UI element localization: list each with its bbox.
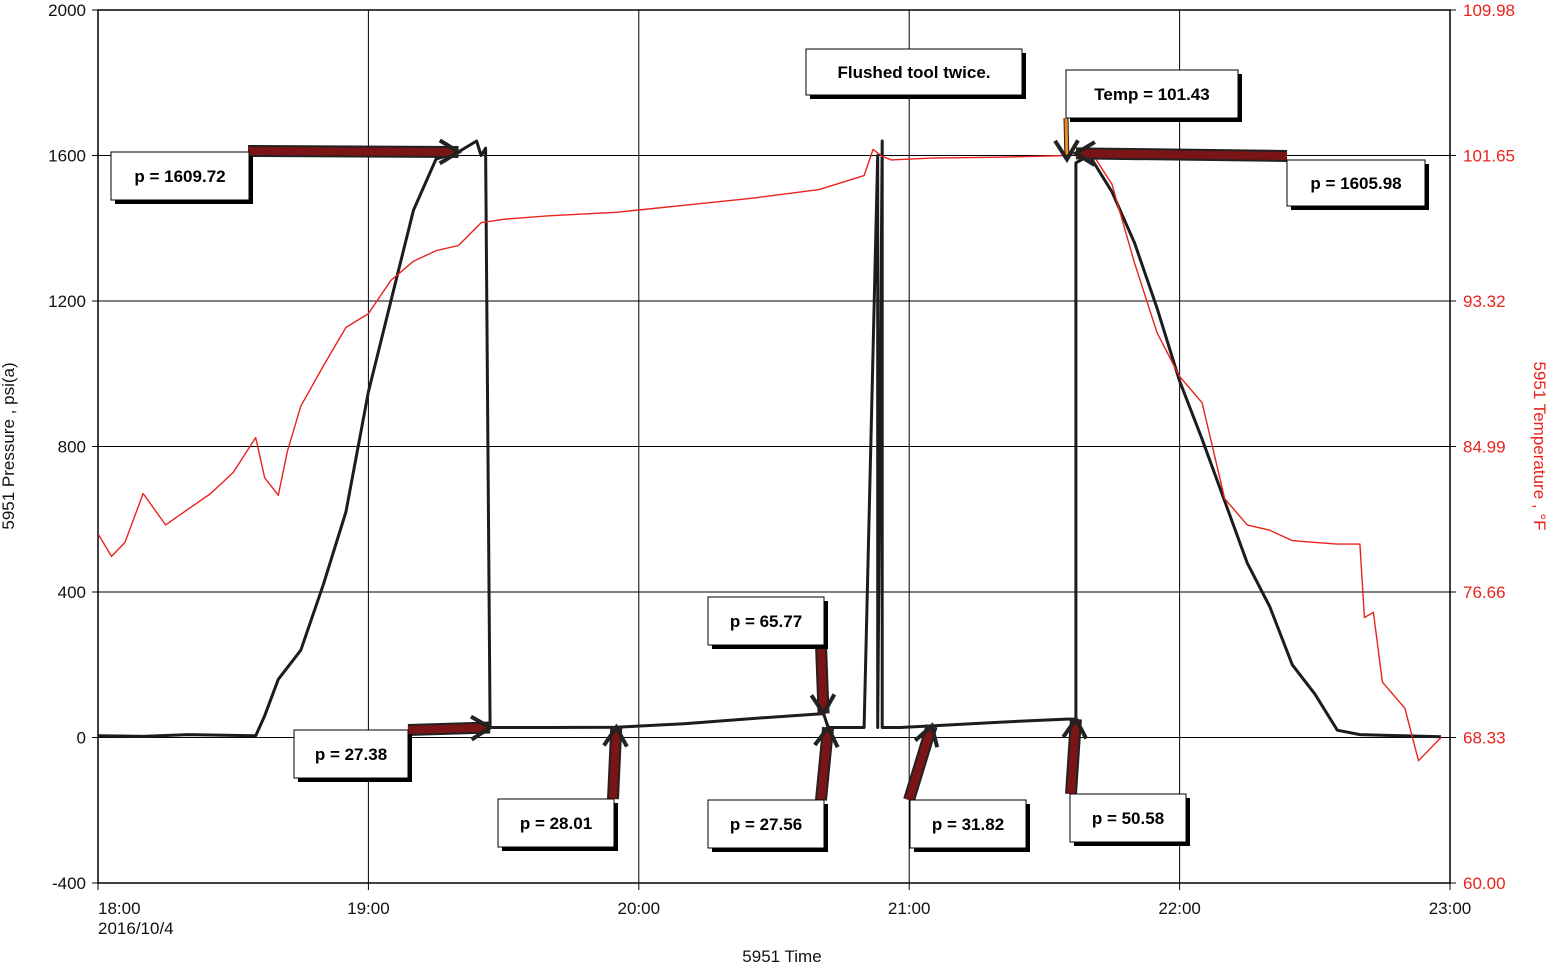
x-tick-label: 21:00 <box>888 899 931 918</box>
y-axis-left-ticks: -400 0 400 800 1200 1600 2000 <box>48 1 98 893</box>
annotation-arrow-head <box>809 693 837 718</box>
x-tick-label: 20:00 <box>618 899 661 918</box>
annotation-label: p = 27.38 <box>315 745 387 764</box>
annotation-label: Flushed tool twice. <box>837 63 990 82</box>
y-axis-right-title: 5951 Temperature , °F <box>1530 361 1549 530</box>
annotation-arrow-shaft <box>609 727 621 800</box>
y-left-tick-label: 800 <box>58 438 86 457</box>
y-right-tick-label: 76.66 <box>1463 583 1506 602</box>
temperature-series-line <box>98 148 1442 762</box>
annotation-arrow-head <box>913 722 940 748</box>
annotation-box <box>1069 793 1187 843</box>
annotation-arrow-head <box>602 723 629 748</box>
annotation-label: p = 1609.72 <box>134 167 225 186</box>
annotation-box <box>805 48 1023 96</box>
annotation-label: p = 1605.98 <box>1310 174 1401 193</box>
y-right-tick-label: 60.00 <box>1463 874 1506 893</box>
y-left-tick-label: 2000 <box>48 1 86 20</box>
annotation-arrow-shaft <box>1067 718 1080 795</box>
annotation-arrow-shaft <box>905 724 936 802</box>
y-right-tick-label: 109.98 <box>1463 1 1515 20</box>
y-left-tick-label: 0 <box>77 729 86 748</box>
annotation-box <box>909 799 1027 849</box>
annotation-label: Temp = 101.43 <box>1094 85 1209 104</box>
annotation-box <box>293 729 409 779</box>
annotation-box <box>1286 159 1426 207</box>
annotation-box <box>1065 69 1239 119</box>
y-left-tick-label: 1200 <box>48 292 86 311</box>
x-axis-ticks: 18:00 19:00 20:00 21:00 22:00 23:00 <box>97 883 1472 918</box>
y-right-tick-label: 68.33 <box>1463 729 1506 748</box>
annotation-arrow-shaft <box>247 147 459 156</box>
annotation-arrow-head <box>1053 139 1080 164</box>
annotation-arrow-head <box>438 138 463 166</box>
annotation-box <box>707 799 825 849</box>
annotation-arrow-head <box>1061 715 1088 740</box>
x-tick-label: 18:00 <box>98 899 141 918</box>
annotation-arrow-head <box>1072 140 1096 167</box>
y-left-tick-label: 400 <box>58 583 86 602</box>
annotations: p = 1609.72 p = 27.38 p = 28.01 p = 65.77 p … <box>110 48 1429 852</box>
annotation-arrow-head <box>813 723 840 749</box>
annotation-label: p = 65.77 <box>730 612 802 631</box>
x-axis-date-label: 2016/10/4 <box>98 919 174 938</box>
annotation-label: p = 28.01 <box>520 814 592 833</box>
series-lines <box>98 139 1442 762</box>
annotation-box <box>110 151 250 201</box>
annotation-arrow-shaft <box>817 727 833 801</box>
annotation-arrow-shaft <box>1075 149 1288 160</box>
annotation-label: p = 27.56 <box>730 815 802 834</box>
x-axis-title: 5951 Time <box>742 947 821 966</box>
annotation-label: p = 31.82 <box>932 815 1004 834</box>
y-right-tick-label: 101.65 <box>1463 147 1515 166</box>
annotation-arrow-shaft <box>817 644 828 714</box>
annotation-arrow-shaft <box>1064 117 1069 160</box>
annotation-box <box>707 596 825 646</box>
y-left-tick-label: 1600 <box>48 147 86 166</box>
annotation-label: p = 50.58 <box>1092 809 1164 828</box>
y-axis-right-ticks: 60.00 68.33 76.66 84.99 93.32 101.65 109.98 <box>1450 1 1515 893</box>
annotation-arrow-head <box>469 714 494 742</box>
x-tick-label: 23:00 <box>1429 899 1472 918</box>
y-left-tick-label: -400 <box>52 874 86 893</box>
x-tick-label: 19:00 <box>347 899 390 918</box>
annotation-arrow-shaft <box>407 723 491 734</box>
y-axis-left-title: 5951 Pressure , psi(a) <box>0 362 18 529</box>
annotation-box <box>497 798 615 848</box>
y-right-tick-label: 93.32 <box>1463 292 1506 311</box>
y-right-tick-label: 84.99 <box>1463 438 1506 457</box>
x-tick-label: 22:00 <box>1158 899 1201 918</box>
pressure-series-line <box>98 139 1442 739</box>
